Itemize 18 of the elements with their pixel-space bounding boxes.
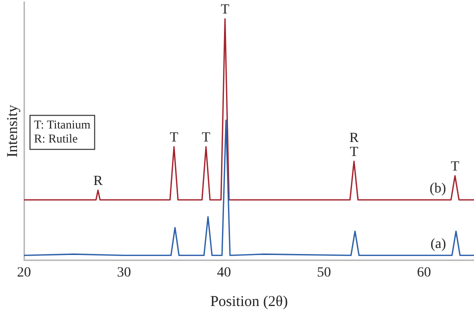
x-tick-label: 40 bbox=[217, 265, 231, 280]
annotation: R: Rutile bbox=[34, 132, 78, 146]
series-label: (a) bbox=[430, 237, 446, 252]
annotation: T bbox=[202, 130, 211, 146]
annotation: T bbox=[450, 159, 460, 174]
annotation: T bbox=[220, 2, 230, 18]
annotation: T bbox=[350, 144, 359, 160]
x-tick-label: 60 bbox=[417, 265, 431, 280]
series-label: (b) bbox=[430, 182, 446, 197]
annotation: T: Titanium bbox=[34, 118, 92, 132]
annotation: T bbox=[170, 130, 179, 146]
x-tick-label: 20 bbox=[17, 265, 31, 280]
x-axis-title: Position (2θ) bbox=[210, 294, 288, 310]
x-tick-label: 50 bbox=[317, 265, 331, 280]
annotation: R bbox=[349, 130, 360, 146]
x-tick-label: 30 bbox=[117, 265, 131, 280]
y-axis-title: Intensity bbox=[4, 104, 21, 158]
annotation: R bbox=[93, 174, 104, 189]
